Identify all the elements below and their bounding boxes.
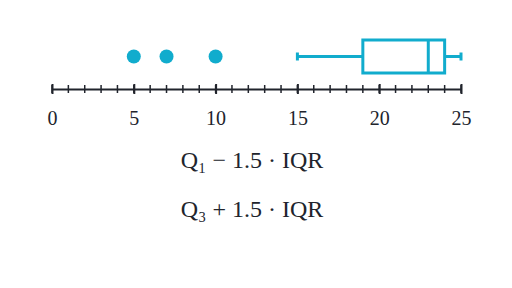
x-axis: 0 5 10 15 20 25 (48, 84, 472, 129)
tick-label: 5 (129, 107, 139, 129)
tick-mark (133, 84, 135, 94)
tick-mark (297, 84, 299, 94)
tick-label: 0 (48, 107, 58, 129)
annotation: Q₃ + 1.5 · IQR (181, 196, 324, 222)
tick: 10 (206, 84, 226, 129)
median (427, 40, 430, 73)
box-plot (127, 40, 461, 73)
outlier (127, 50, 141, 64)
tick-mark (215, 84, 217, 94)
outlier (209, 50, 223, 64)
tick-label: 10 (206, 107, 226, 129)
tick: 15 (288, 84, 308, 129)
chart: 0 5 10 15 20 25 Q₁ − 1.5 · IQR Q₃ + 1.5 · IQR (0, 0, 512, 288)
tick-label: 15 (288, 107, 308, 129)
box (363, 40, 445, 73)
minor-ticks (52, 85, 461, 93)
lower-whisker (297, 55, 362, 58)
minor-tick (51, 85, 53, 93)
tick: 20 (370, 84, 390, 129)
tick: 0 (48, 84, 58, 129)
whisker-cap (296, 53, 299, 61)
tick-label: 25 (452, 107, 472, 129)
whisker-cap (460, 53, 463, 61)
tick: 25 (452, 84, 472, 129)
annotation: Q₁ − 1.5 · IQR (181, 147, 324, 173)
tick-mark (461, 84, 463, 94)
upper-whisker (445, 55, 461, 58)
axis-line (53, 89, 462, 91)
tick-mark (52, 84, 54, 94)
outlier (160, 50, 174, 64)
tick-mark (379, 84, 381, 94)
annotations: Q₁ − 1.5 · IQR Q₃ + 1.5 · IQR (181, 147, 324, 222)
tick-label: 20 (370, 107, 390, 129)
tick: 5 (129, 84, 139, 129)
